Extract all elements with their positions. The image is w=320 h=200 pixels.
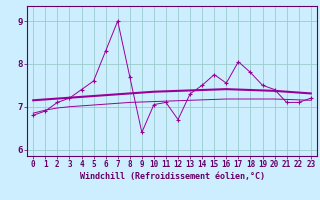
X-axis label: Windchill (Refroidissement éolien,°C): Windchill (Refroidissement éolien,°C): [79, 172, 265, 181]
